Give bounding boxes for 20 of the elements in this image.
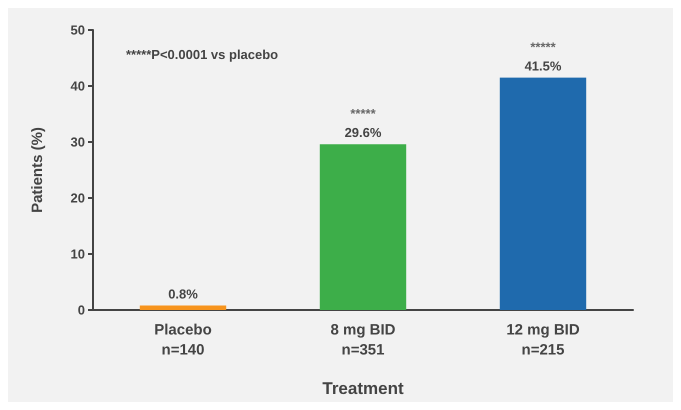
data-label: 29.6% — [344, 125, 382, 140]
y-tick-label: 10 — [70, 246, 85, 262]
y-tick-label: 50 — [70, 22, 85, 38]
y-tick-label: 30 — [70, 134, 85, 150]
y-tick-label: 40 — [70, 78, 85, 94]
y-tick-label: 0 — [78, 302, 85, 318]
y-tick-label: 20 — [70, 190, 85, 206]
x-tick-label: Placebo n=140 — [154, 322, 212, 358]
annotation: ***** — [350, 106, 377, 122]
data-label: 0.8% — [168, 286, 198, 302]
data-label: 41.5% — [524, 58, 562, 74]
bar — [140, 306, 226, 310]
annotation: ***** — [530, 40, 557, 55]
bar — [500, 78, 586, 310]
bar — [320, 144, 406, 310]
x-axis-title: Treatment — [322, 379, 404, 398]
x-tick-label: 12 mg BID n=215 — [506, 322, 580, 358]
x-tick-label: 8 mg BID n=351 — [330, 322, 396, 358]
y-axis-title: Patients (%) — [29, 127, 46, 213]
annotation: *****P<0.0001 vs placebo — [126, 47, 278, 62]
